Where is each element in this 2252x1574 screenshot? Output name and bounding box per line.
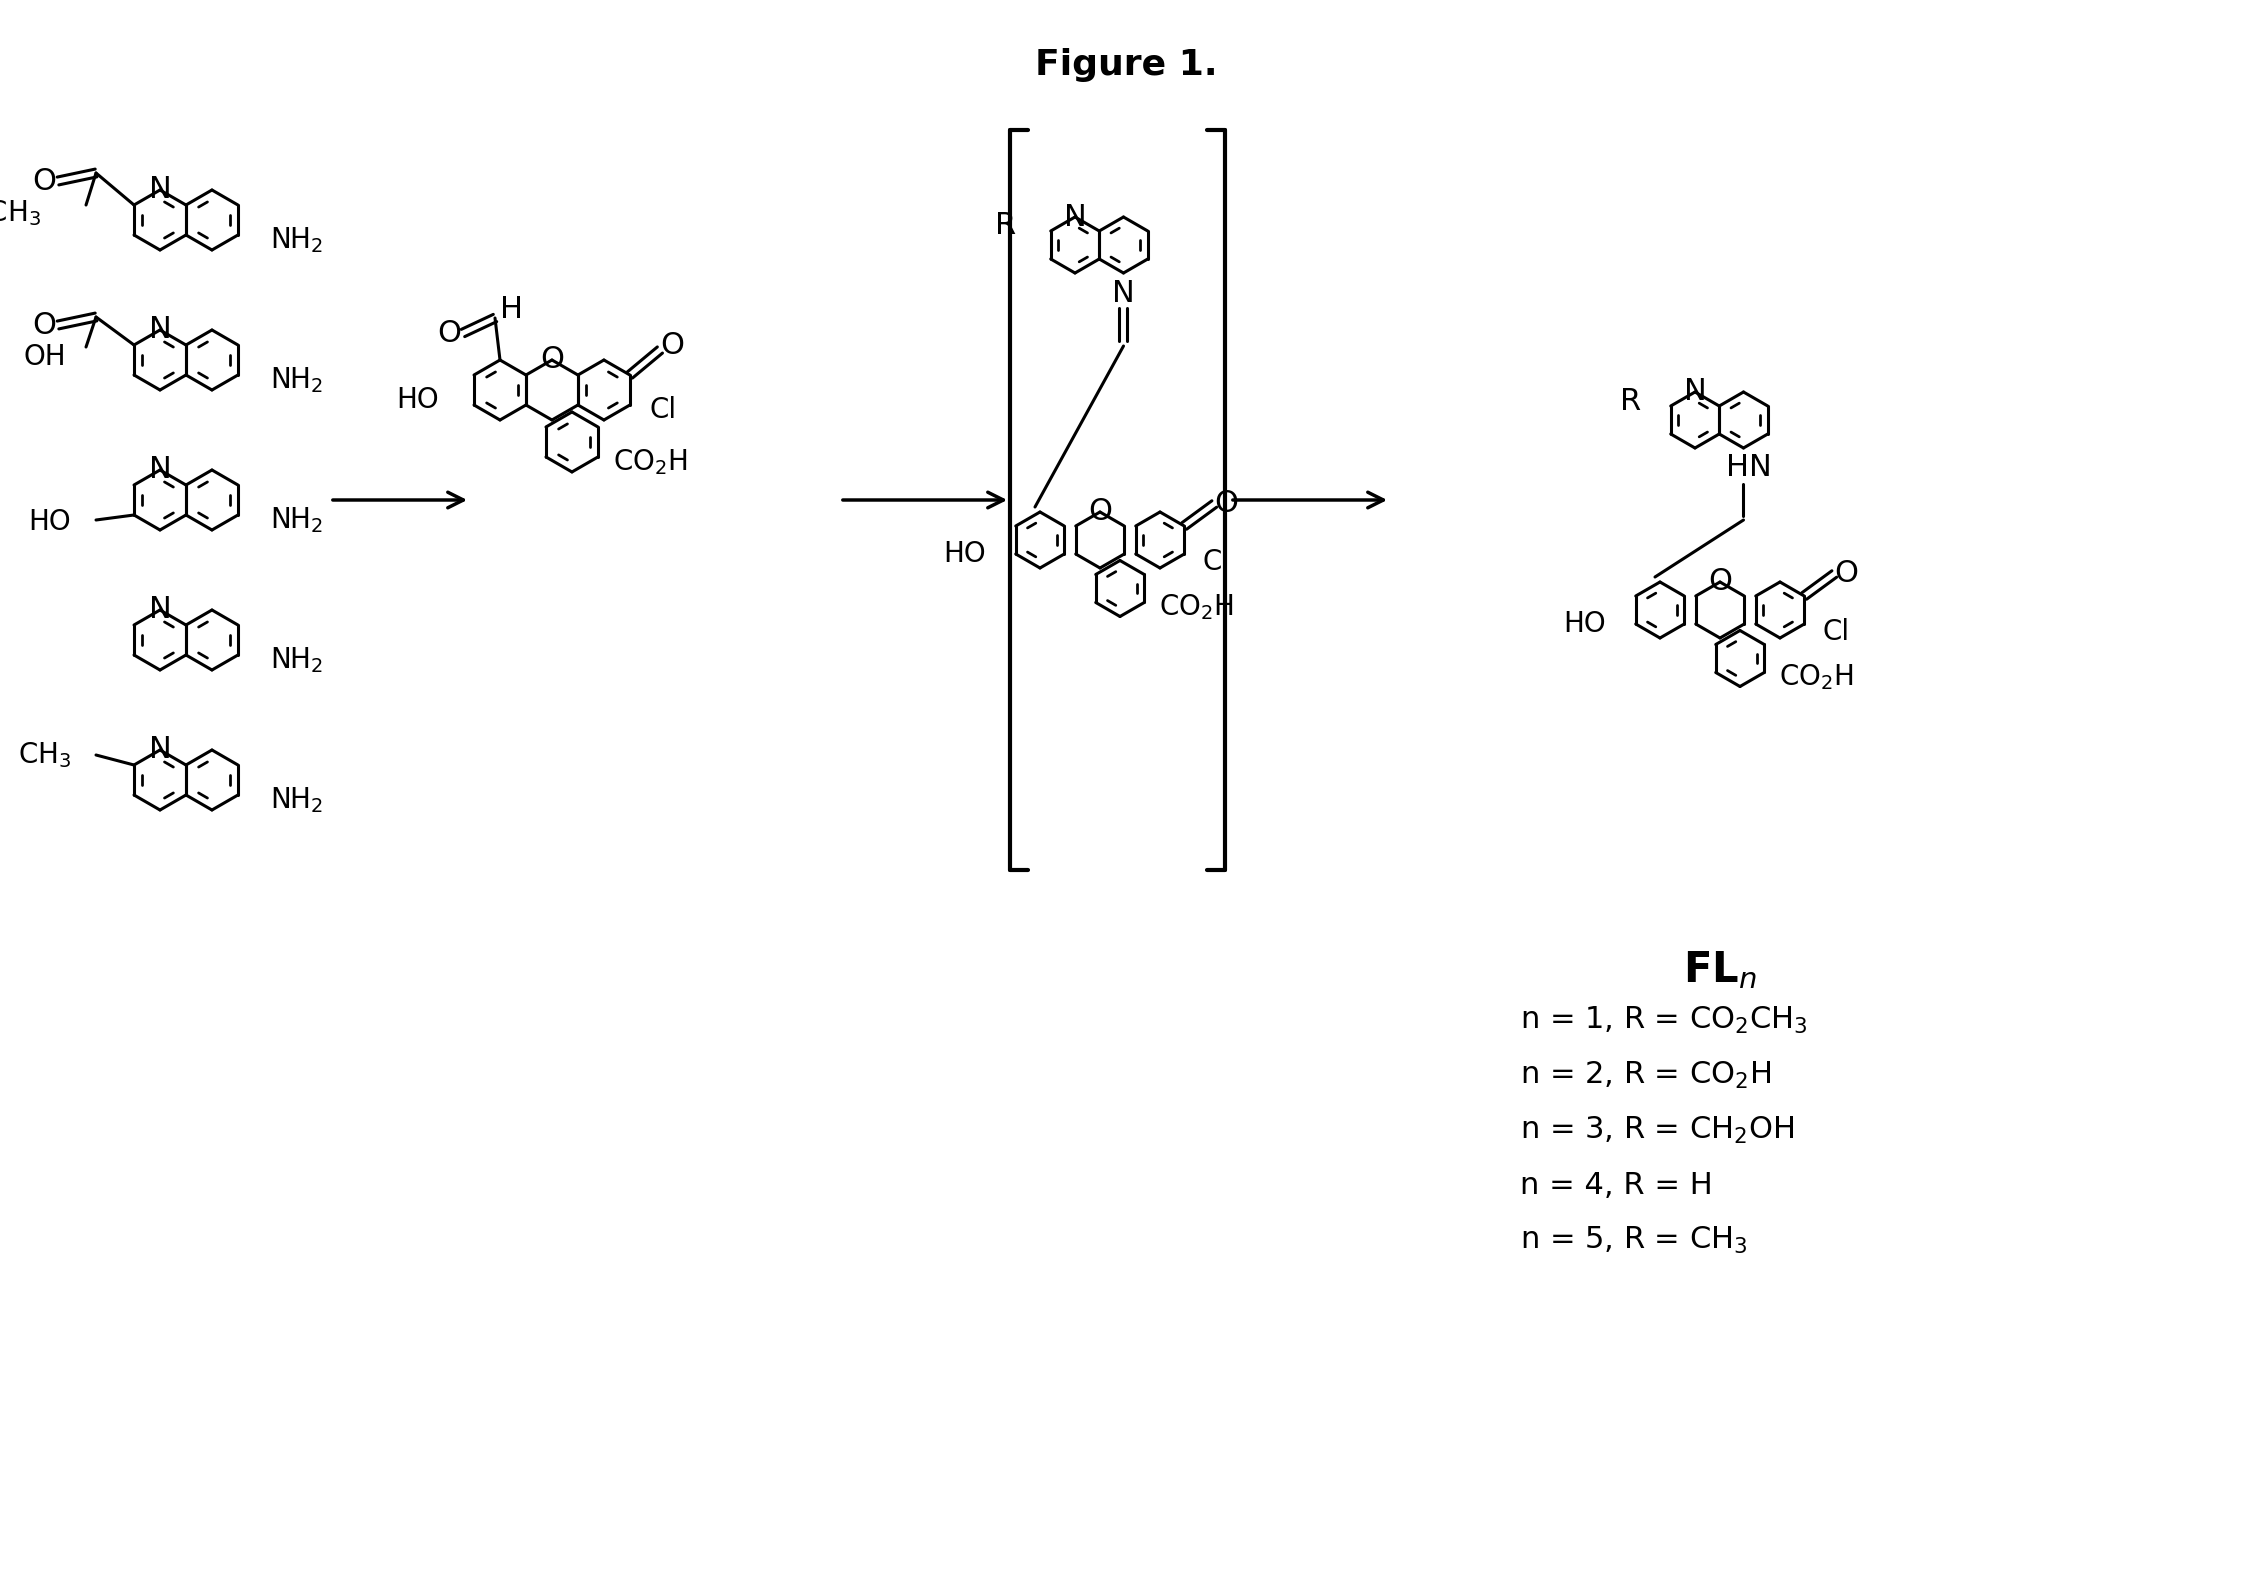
Text: n = 2, R = CO$_2$H: n = 2, R = CO$_2$H <box>1520 1059 1772 1091</box>
Text: n = 1, R = CO$_2$CH$_3$: n = 1, R = CO$_2$CH$_3$ <box>1520 1004 1808 1036</box>
Text: N: N <box>149 595 171 625</box>
Text: O: O <box>660 331 685 359</box>
Text: O: O <box>1707 568 1732 597</box>
Text: n = 5, R = CH$_3$: n = 5, R = CH$_3$ <box>1520 1225 1748 1256</box>
Text: H: H <box>500 296 522 324</box>
Text: CH$_3$: CH$_3$ <box>18 740 72 770</box>
Text: Cl: Cl <box>1203 548 1230 576</box>
Text: Figure 1.: Figure 1. <box>1034 47 1218 82</box>
Text: O: O <box>1833 559 1858 589</box>
Text: O: O <box>1214 490 1239 518</box>
Text: O: O <box>32 167 56 195</box>
Text: HO: HO <box>396 386 439 414</box>
Text: NH$_2$: NH$_2$ <box>270 645 324 675</box>
Text: CO$_2$H: CO$_2$H <box>613 447 687 477</box>
Text: O: O <box>437 318 462 348</box>
Text: OCH$_3$: OCH$_3$ <box>0 198 41 228</box>
Text: NH$_2$: NH$_2$ <box>270 505 324 535</box>
Text: HO: HO <box>944 540 986 568</box>
Text: R: R <box>995 211 1016 241</box>
Text: N: N <box>149 315 171 345</box>
Text: NH$_2$: NH$_2$ <box>270 365 324 395</box>
Text: NH$_2$: NH$_2$ <box>270 225 324 255</box>
Text: HO: HO <box>1563 611 1606 637</box>
Text: N: N <box>149 455 171 485</box>
Text: O: O <box>1088 497 1112 526</box>
Text: N: N <box>1684 378 1707 406</box>
Text: O: O <box>32 310 56 340</box>
Text: N: N <box>149 735 171 765</box>
Text: $\mathbf{FL}_{n}$: $\mathbf{FL}_{n}$ <box>1682 949 1757 992</box>
Text: CO$_2$H: CO$_2$H <box>1779 663 1853 693</box>
Text: N: N <box>1063 203 1085 231</box>
Text: Cl: Cl <box>1822 619 1849 645</box>
Text: HN: HN <box>1725 453 1772 483</box>
Text: HO: HO <box>29 508 72 537</box>
Text: n = 3, R = CH$_2$OH: n = 3, R = CH$_2$OH <box>1520 1114 1795 1146</box>
Text: CO$_2$H: CO$_2$H <box>1160 592 1234 622</box>
Text: N: N <box>1112 279 1135 307</box>
Text: OH: OH <box>23 343 65 371</box>
Text: O: O <box>540 346 563 375</box>
Text: Cl: Cl <box>651 397 678 423</box>
Text: n = 4, R = H: n = 4, R = H <box>1520 1171 1714 1199</box>
Text: NH$_2$: NH$_2$ <box>270 785 324 815</box>
Text: N: N <box>149 175 171 205</box>
Text: R: R <box>1619 387 1642 416</box>
